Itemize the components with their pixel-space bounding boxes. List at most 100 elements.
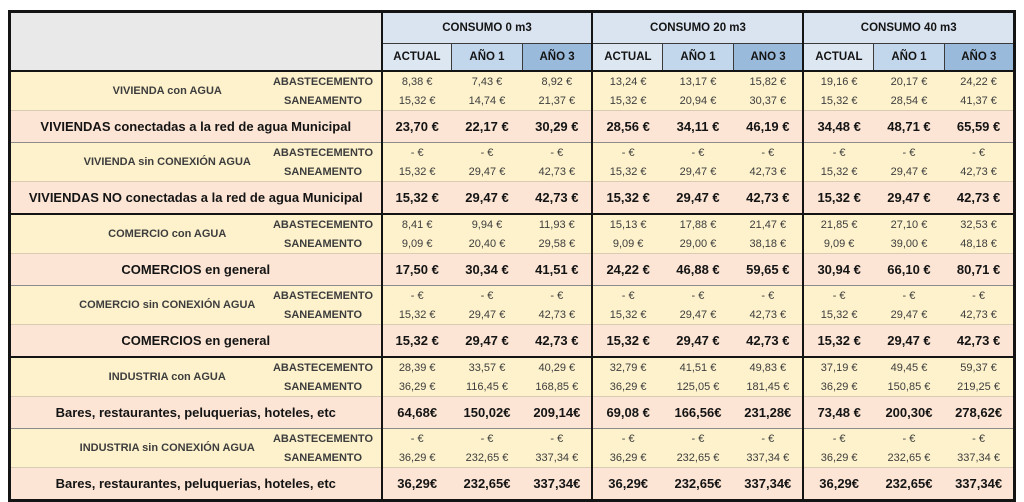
value-cell: 42,73 € [944,162,1015,182]
total-value-cell: 30,34 € [451,253,523,286]
value-cell: - € [944,142,1015,162]
value-cell: 9,09 € [802,234,874,254]
value-cell: 40,29 € [522,356,593,377]
total-value-cell: 15,32 € [591,324,663,357]
total-value-cell: 30,29 € [522,110,593,143]
value-cell: - € [522,285,593,305]
value-cell: 21,47 € [733,213,804,234]
total-value-cell: 150,02€ [451,396,523,429]
total-value-cell: 59,65 € [733,253,804,286]
table-header: CONSUMO 0 m3 CONSUMO 20 m3 CONSUMO 40 m3… [9,11,1015,71]
value-cell: 19,16 € [802,71,874,91]
value-cell: 32,53 € [944,213,1015,234]
value-cell: 7,43 € [451,71,523,91]
value-cell: 232,65 € [662,448,734,468]
total-value-cell: 69,08 € [591,396,663,429]
value-cell: - € [591,285,663,305]
value-cell: 17,88 € [662,213,734,234]
value-cell: 9,09 € [380,234,452,254]
value-cell: 14,74 € [451,91,523,111]
table-body: VIVIENDA con AGUA ABASTECEMENTO 8,38 €7,43… [9,71,1015,501]
value-cell: 49,83 € [733,356,804,377]
value-cell: 15,32 € [591,162,663,182]
col-header-actual: ACTUAL [802,43,874,71]
total-value-cell: 36,29€ [591,467,663,501]
value-cell: - € [380,142,452,162]
value-cell: 337,34 € [944,448,1015,468]
value-cell: 13,24 € [591,71,663,91]
value-cell: - € [522,142,593,162]
value-cell: 116,45 € [451,377,523,397]
total-value-cell: 209,14€ [522,396,593,429]
value-cell: - € [873,428,945,448]
entity-label: COMERCIO con AGUA [9,213,272,254]
total-value-cell: 29,47 € [873,181,945,214]
service-label: SANEAMENTO [271,162,382,182]
total-value-cell: 46,19 € [733,110,804,143]
service-label: SANEAMENTO [271,91,382,111]
total-value-cell: 34,11 € [662,110,734,143]
total-value-cell: 42,73 € [733,181,804,214]
value-cell: 8,38 € [380,71,452,91]
value-cell: 38,18 € [733,234,804,254]
value-cell: 9,94 € [451,213,523,234]
total-value-cell: 46,88 € [662,253,734,286]
total-value-cell: 232,65€ [662,467,734,501]
value-cell: 36,29 € [591,448,663,468]
period-header-row: ACTUAL AÑO 1 AÑO 3 ACTUAL AÑO 1 ANO 3 AC… [10,43,1015,71]
total-label: VIVIENDAS conectadas a la red de agua Mu… [9,110,382,143]
value-cell: 15,32 € [802,162,874,182]
value-cell: 39,00 € [873,234,945,254]
entity-label: COMERCIO sin CONEXIÓN AGUA [9,285,272,325]
corner-cell [9,11,382,71]
value-cell: 36,29 € [380,377,452,397]
value-cell: 20,94 € [662,91,734,111]
total-value-cell: 23,70 € [380,110,452,143]
value-cell: 32,79 € [591,356,663,377]
service-row: SANEAMENTO 15,32 €29,47 €42,73 €15,32 €29… [10,305,1015,325]
value-cell: 29,58 € [522,234,593,254]
value-cell: 15,32 € [591,91,663,111]
service-row: SANEAMENTO 15,32 €14,74 €21,37 €15,32 €20… [10,91,1015,111]
total-value-cell: 36,29€ [380,467,452,501]
value-cell: 42,73 € [733,162,804,182]
value-cell: - € [451,428,523,448]
value-cell: 41,51 € [662,356,734,377]
service-label: ABASTECEMENTO [271,71,382,91]
value-cell: 21,85 € [802,213,874,234]
value-cell: 36,29 € [591,377,663,397]
total-value-cell: 22,17 € [451,110,523,143]
total-row: Bares, restaurantes, peluquerias, hotele… [9,396,1015,429]
value-cell: 150,85 € [873,377,945,397]
total-value-cell: 17,50 € [380,253,452,286]
total-value-cell: 42,73 € [944,324,1015,357]
total-value-cell: 66,10 € [873,253,945,286]
value-cell: 232,65 € [873,448,945,468]
value-cell: - € [944,428,1015,448]
group-header-consumo-40m3: CONSUMO 40 m3 [802,11,1015,44]
total-value-cell: 337,34€ [733,467,804,501]
entity-label: INDUSTRIA sin CONEXIÓN AGUA [9,428,272,468]
total-value-cell: 42,73 € [522,181,593,214]
col-header-ano1: AÑO 1 [662,43,734,71]
service-label: SANEAMENTO [271,377,382,397]
value-cell: 8,41 € [380,213,452,234]
col-header-ano3: AÑO 3 [521,43,593,71]
tariff-table: CONSUMO 0 m3 CONSUMO 20 m3 CONSUMO 40 m3… [8,10,1016,502]
value-cell: 42,73 € [522,305,593,325]
total-value-cell: 36,29€ [802,467,874,501]
value-cell: 49,45 € [873,356,945,377]
total-value-cell: 48,71 € [873,110,945,143]
total-value-cell: 337,34€ [944,467,1015,501]
total-row: VIVIENDAS conectadas a la red de agua Mu… [9,110,1015,143]
value-cell: 42,73 € [944,305,1015,325]
value-cell: 15,32 € [802,91,874,111]
col-header-ano3: ANO 3 [732,43,804,71]
value-cell: 33,57 € [451,356,523,377]
value-cell: 29,47 € [662,162,734,182]
value-cell: - € [662,428,734,448]
total-row: VIVIENDAS NO conectadas a la red de agua… [9,181,1015,214]
total-label: COMERCIOS en general [9,253,382,286]
value-cell: 15,32 € [380,305,452,325]
value-cell: 15,32 € [380,91,452,111]
